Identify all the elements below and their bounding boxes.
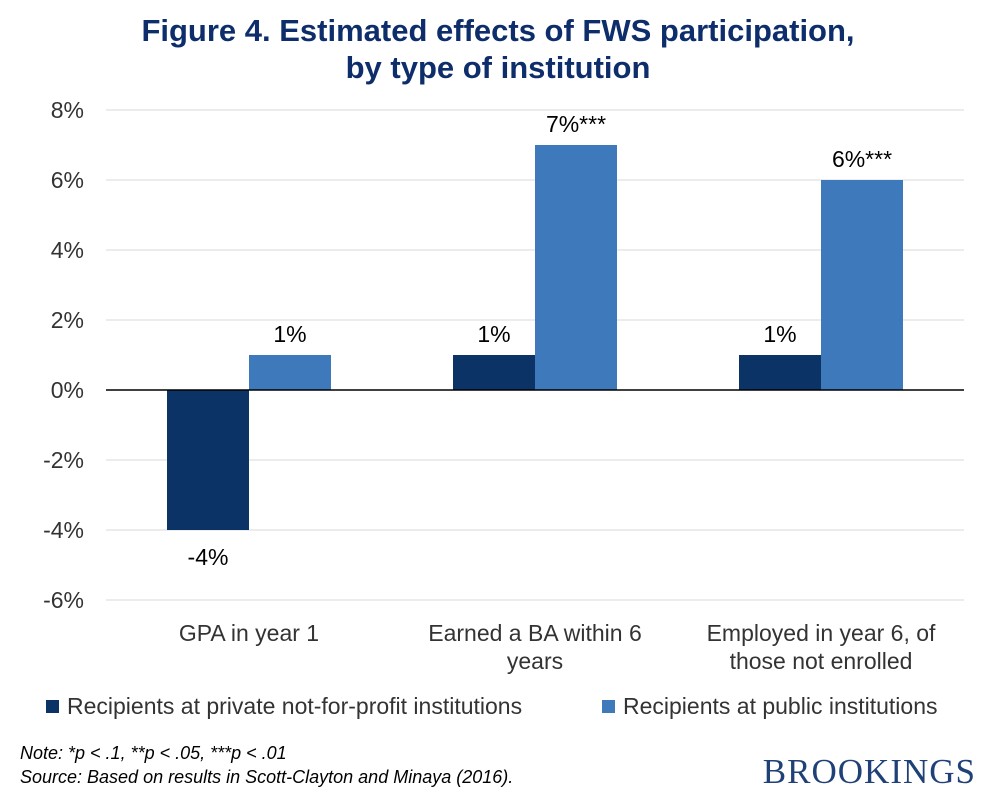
y-tick-label: 0% [51, 377, 84, 403]
y-tick-label: 4% [51, 237, 84, 263]
data-label: 1% [763, 321, 796, 347]
legend-item-public: Recipients at public institutions [602, 693, 938, 720]
legend-item-private: Recipients at private not-for-profit ins… [46, 693, 522, 720]
x-tick-label: those not enrolled [730, 648, 913, 674]
note-significance: Note: *p < .1, **p < .05, ***p < .01 [20, 743, 287, 763]
data-label: 1% [273, 321, 306, 347]
brookings-logo: BROOKINGS [762, 752, 976, 791]
title-line-2: by type of institution [345, 50, 651, 85]
bar [249, 355, 331, 390]
x-tick-label: GPA in year 1 [179, 620, 319, 646]
y-tick-label: -2% [43, 447, 84, 473]
y-tick-label: 6% [51, 167, 84, 193]
footnote: Note: *p < .1, **p < .05, ***p < .01 Sou… [20, 741, 513, 789]
data-label: 6%*** [832, 146, 892, 172]
legend-swatch-public [602, 700, 615, 713]
data-label: 1% [477, 321, 510, 347]
data-label: 7%*** [546, 111, 606, 137]
x-tick-label: Earned a BA within 6 [428, 620, 642, 646]
x-tick-label: Employed in year 6, of [707, 620, 936, 646]
bar [739, 355, 821, 390]
chart-title: Figure 4. Estimated effects of FWS parti… [0, 12, 996, 86]
title-line-1: Figure 4. Estimated effects of FWS parti… [141, 13, 855, 48]
y-tick-label: -4% [43, 517, 84, 543]
data-label: -4% [188, 544, 229, 570]
bar-chart: 8% 6% 4% 2% 0% -2% -4% -6% -4% 1% GPA in year 1 1% 7… [43, 97, 964, 674]
legend: Recipients at private not-for-profit ins… [0, 693, 996, 723]
y-tick-label: 8% [51, 97, 84, 123]
y-tick-label: -6% [43, 587, 84, 613]
legend-label-private: Recipients at private not-for-profit ins… [67, 693, 523, 719]
x-tick-label: years [507, 648, 563, 674]
bar [535, 145, 617, 390]
bar [167, 390, 249, 530]
legend-swatch-private [46, 700, 59, 713]
note-source: Source: Based on results in Scott-Clayto… [20, 767, 514, 787]
legend-label-public: Recipients at public institutions [623, 693, 938, 719]
bar [821, 180, 903, 390]
y-tick-label: 2% [51, 307, 84, 333]
bar [453, 355, 535, 390]
